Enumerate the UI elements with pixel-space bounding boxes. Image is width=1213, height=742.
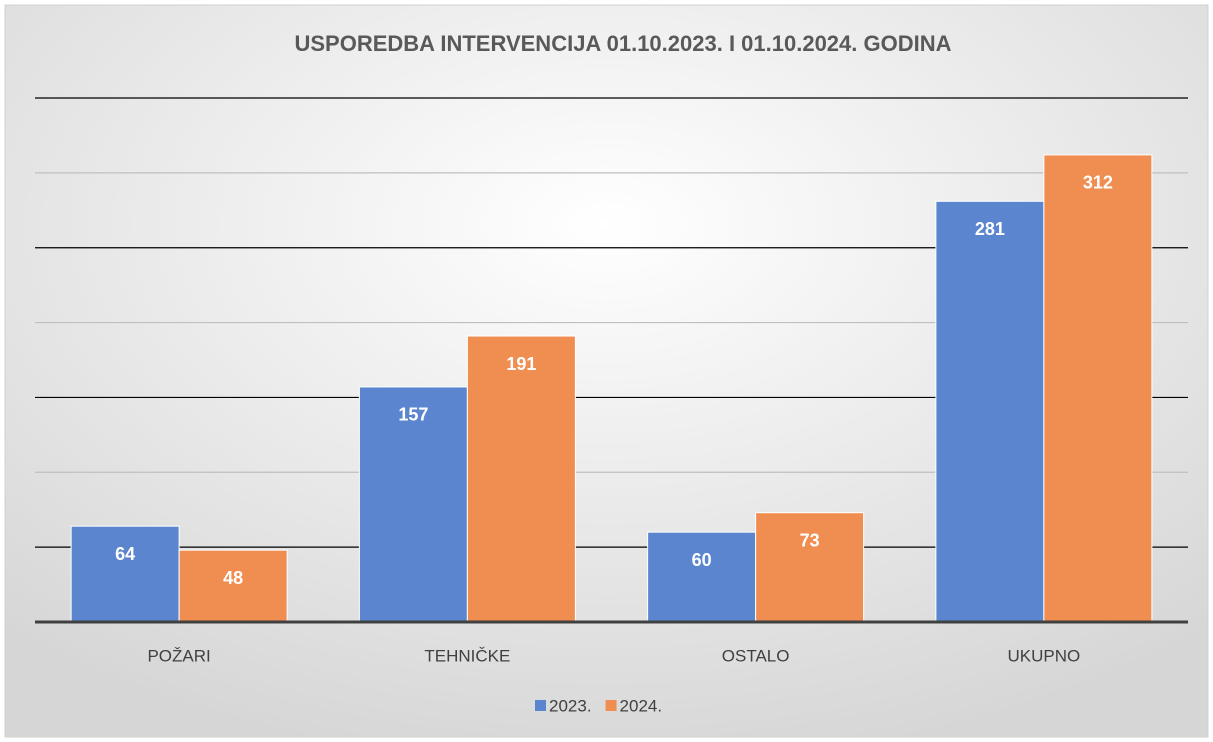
legend-swatch bbox=[605, 700, 617, 711]
value-label: 191 bbox=[506, 354, 536, 374]
legend-label: 2023. bbox=[549, 696, 592, 715]
legend-label: 2024. bbox=[620, 696, 663, 715]
legend-swatch bbox=[535, 700, 546, 711]
value-label: 64 bbox=[115, 544, 135, 564]
bar bbox=[70, 525, 180, 623]
x-tick-label: UKUPNO bbox=[1008, 646, 1081, 665]
value-label: 157 bbox=[398, 405, 428, 425]
bar bbox=[178, 549, 288, 623]
x-tick-label: POŽARI bbox=[147, 646, 210, 665]
bar bbox=[935, 200, 1045, 623]
bar bbox=[466, 335, 576, 623]
bar bbox=[1043, 154, 1153, 623]
value-label: 312 bbox=[1083, 173, 1113, 193]
bar bbox=[358, 386, 468, 623]
value-label: 73 bbox=[800, 530, 820, 550]
chart-title: USPOREDBA INTERVENCIJA 01.10.2023. I 01.… bbox=[294, 31, 951, 56]
bar bbox=[755, 512, 865, 623]
value-label: 60 bbox=[692, 550, 712, 570]
x-tick-label: OSTALO bbox=[722, 646, 790, 665]
value-label: 48 bbox=[223, 568, 243, 588]
value-label: 281 bbox=[975, 219, 1005, 239]
bar bbox=[647, 531, 757, 623]
x-tick-label: TEHNIČKE bbox=[424, 646, 510, 665]
